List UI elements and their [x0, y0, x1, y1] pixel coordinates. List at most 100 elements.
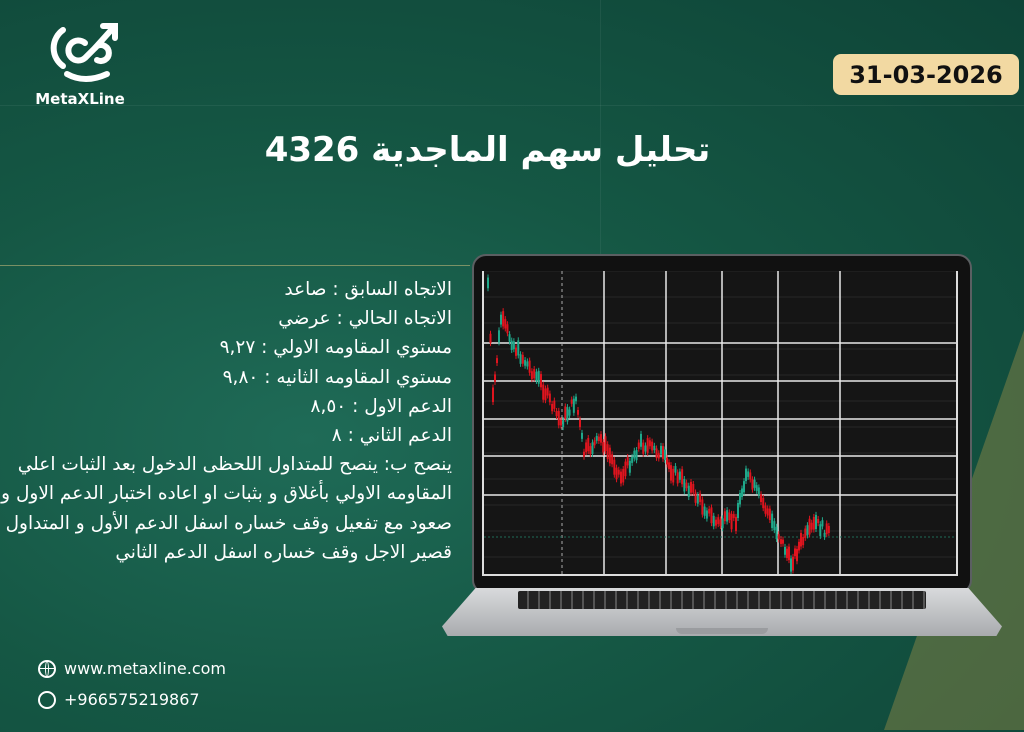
- candle: [572, 398, 575, 413]
- candle: [557, 410, 560, 426]
- candle: [657, 453, 660, 459]
- candle: [726, 510, 729, 522]
- candle: [784, 546, 786, 555]
- candle: [775, 526, 778, 540]
- candle: [620, 471, 622, 484]
- candle: [498, 330, 500, 343]
- candle: [737, 503, 739, 518]
- candle: [653, 445, 656, 451]
- candle: [672, 468, 675, 483]
- candle: [717, 517, 720, 525]
- candle: [666, 457, 668, 465]
- candle: [602, 442, 605, 453]
- candle: [687, 485, 690, 498]
- first-resistance: مستوي المقاومه الاولي : ٩,٢٧: [219, 337, 452, 359]
- candle: [806, 525, 809, 536]
- candle: [751, 479, 754, 490]
- candle: [583, 451, 585, 457]
- candle: [764, 505, 767, 514]
- candle: [812, 516, 815, 530]
- candle: [728, 512, 731, 521]
- candle: [512, 341, 515, 350]
- candle: [670, 465, 672, 481]
- candle: [749, 472, 752, 480]
- candle: [553, 400, 556, 409]
- candle: [719, 519, 722, 527]
- candle: [591, 442, 594, 455]
- candle: [537, 370, 540, 384]
- laptop-screen: [482, 270, 958, 576]
- candle: [606, 444, 609, 460]
- logo: MetaXLine: [30, 18, 130, 113]
- candle: [635, 450, 638, 461]
- candle: [600, 434, 602, 443]
- candle: [489, 333, 492, 344]
- candle: [533, 369, 536, 379]
- candle: [788, 546, 790, 561]
- candle: [766, 508, 769, 516]
- candle: [810, 522, 813, 530]
- candle: [524, 360, 527, 366]
- candle: [819, 524, 822, 537]
- candle: [528, 360, 531, 373]
- candle: [792, 556, 794, 571]
- candle: [585, 442, 588, 453]
- divider: [0, 265, 470, 266]
- candle: [745, 468, 747, 482]
- candle: [587, 438, 590, 452]
- candle: [500, 314, 502, 325]
- candle: [633, 450, 636, 459]
- candle: [755, 485, 758, 491]
- candle: [694, 492, 697, 503]
- candle: [555, 410, 558, 417]
- candle: [786, 548, 788, 559]
- candle: [825, 523, 828, 535]
- phone-number[interactable]: +966575219867: [64, 690, 200, 709]
- candle: [622, 469, 625, 483]
- candle: [631, 456, 634, 463]
- candle: [777, 534, 780, 540]
- candle: [782, 539, 784, 544]
- second-resistance: مستوي المقاومه الثانيه : ٩,٨٠: [222, 366, 452, 388]
- candle: [705, 510, 708, 519]
- candle: [579, 419, 581, 428]
- candle: [593, 440, 596, 446]
- candle: [566, 407, 569, 422]
- candle: [648, 440, 651, 447]
- candle: [613, 459, 616, 475]
- candle: [753, 479, 756, 488]
- candle: [530, 371, 533, 380]
- candle: [739, 493, 741, 505]
- candle: [696, 495, 699, 504]
- candle: [674, 466, 677, 473]
- candle: [617, 469, 620, 475]
- website-link[interactable]: www.metaxline.com: [64, 659, 226, 678]
- candle: [741, 488, 743, 497]
- recommendation: ينصح ب: ينصح للمتداول اللحظى الدخول بعد …: [1, 454, 452, 563]
- candle: [723, 511, 726, 522]
- candle: [762, 497, 765, 509]
- first-support: الدعم الاول : ٨,٥٠: [310, 395, 452, 417]
- candle: [735, 516, 737, 532]
- candle: [564, 406, 567, 419]
- candle: [708, 508, 711, 514]
- candle: [817, 518, 820, 524]
- candle: [644, 445, 647, 452]
- candle: [506, 324, 509, 334]
- candle: [546, 387, 549, 396]
- candle: [542, 384, 545, 400]
- candle: [548, 393, 551, 403]
- candle: [608, 447, 611, 464]
- candle: [743, 481, 745, 493]
- bg-line: [600, 0, 601, 260]
- candle: [515, 347, 517, 356]
- candle: [771, 513, 774, 529]
- page-title: تحليل سهم الماجدية 4326: [264, 130, 711, 170]
- candle: [823, 532, 826, 537]
- candle: [721, 518, 724, 529]
- candle: [715, 519, 717, 526]
- candle: [575, 396, 577, 402]
- candle: [730, 513, 733, 530]
- laptop-notch: [676, 628, 768, 634]
- candle: [535, 371, 538, 381]
